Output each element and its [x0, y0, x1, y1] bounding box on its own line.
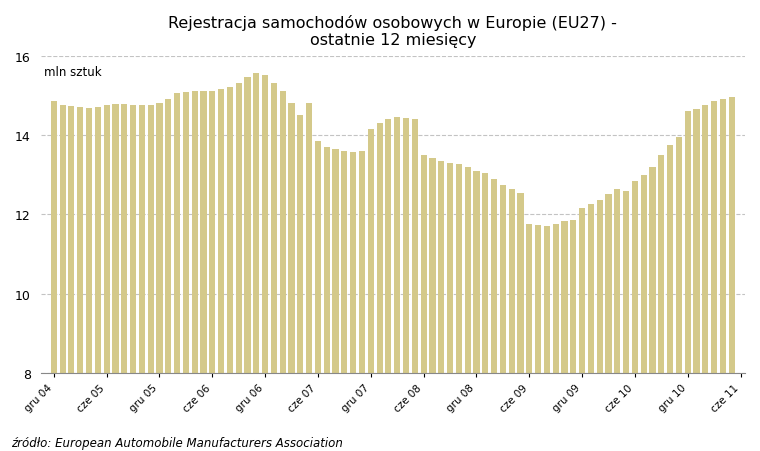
Bar	[139, 106, 145, 373]
Bar	[544, 227, 550, 373]
Bar	[650, 167, 656, 373]
Bar	[341, 152, 347, 373]
Bar	[368, 130, 374, 373]
Bar	[245, 78, 251, 373]
Bar	[297, 116, 303, 373]
Bar	[420, 156, 426, 373]
Bar	[587, 205, 594, 373]
Bar	[236, 84, 242, 373]
Bar	[253, 74, 259, 373]
Bar	[464, 167, 470, 373]
Bar	[597, 201, 603, 373]
Bar	[641, 175, 647, 373]
Bar	[711, 102, 717, 373]
Bar	[183, 93, 189, 373]
Bar	[729, 98, 735, 373]
Bar	[403, 119, 409, 373]
Bar	[676, 138, 682, 373]
Bar	[315, 142, 321, 373]
Bar	[376, 124, 383, 373]
Bar	[332, 149, 339, 373]
Bar	[174, 94, 180, 373]
Bar	[456, 164, 462, 373]
Title: Rejestracja samochodów osobowych w Europie (EU27) -
ostatnie 12 miesięcy: Rejestracja samochodów osobowych w Europ…	[169, 15, 617, 48]
Bar	[632, 181, 638, 373]
Bar	[685, 112, 691, 373]
Bar	[157, 104, 163, 373]
Bar	[121, 105, 128, 373]
Bar	[500, 185, 506, 373]
Bar	[623, 191, 629, 373]
Bar	[112, 105, 119, 373]
Bar	[95, 108, 101, 373]
Bar	[385, 120, 391, 373]
Bar	[606, 195, 612, 373]
Bar	[226, 88, 233, 373]
Bar	[59, 106, 65, 373]
Bar	[359, 152, 365, 373]
Bar	[693, 110, 700, 373]
Bar	[86, 109, 92, 373]
Bar	[535, 226, 541, 373]
Bar	[702, 106, 708, 373]
Bar	[68, 107, 74, 373]
Bar	[562, 222, 568, 373]
Bar	[658, 156, 664, 373]
Bar	[570, 221, 576, 373]
Bar	[447, 163, 453, 373]
Bar	[491, 179, 497, 373]
Bar	[720, 100, 726, 373]
Bar	[508, 189, 515, 373]
Bar	[209, 92, 215, 373]
Bar	[51, 102, 57, 373]
Bar	[147, 106, 154, 373]
Bar	[77, 108, 84, 373]
Bar	[412, 120, 418, 373]
Bar	[130, 106, 136, 373]
Bar	[192, 92, 198, 373]
Bar	[429, 159, 435, 373]
Bar	[103, 106, 109, 373]
Text: źródło: European Automobile Manufacturers Association: źródło: European Automobile Manufacturer…	[11, 436, 344, 449]
Bar	[667, 146, 673, 373]
Bar	[394, 118, 401, 373]
Bar	[350, 152, 356, 373]
Bar	[280, 92, 286, 373]
Bar	[289, 104, 295, 373]
Bar	[306, 104, 312, 373]
Bar	[262, 76, 268, 373]
Bar	[482, 173, 489, 373]
Bar	[218, 90, 224, 373]
Bar	[201, 92, 207, 373]
Bar	[614, 189, 620, 373]
Bar	[579, 209, 585, 373]
Text: mln sztuk: mln sztuk	[44, 66, 102, 79]
Bar	[553, 225, 559, 373]
Bar	[518, 193, 524, 373]
Bar	[526, 225, 532, 373]
Bar	[324, 147, 330, 373]
Bar	[271, 84, 277, 373]
Bar	[439, 161, 445, 373]
Bar	[165, 100, 171, 373]
Bar	[473, 171, 480, 373]
